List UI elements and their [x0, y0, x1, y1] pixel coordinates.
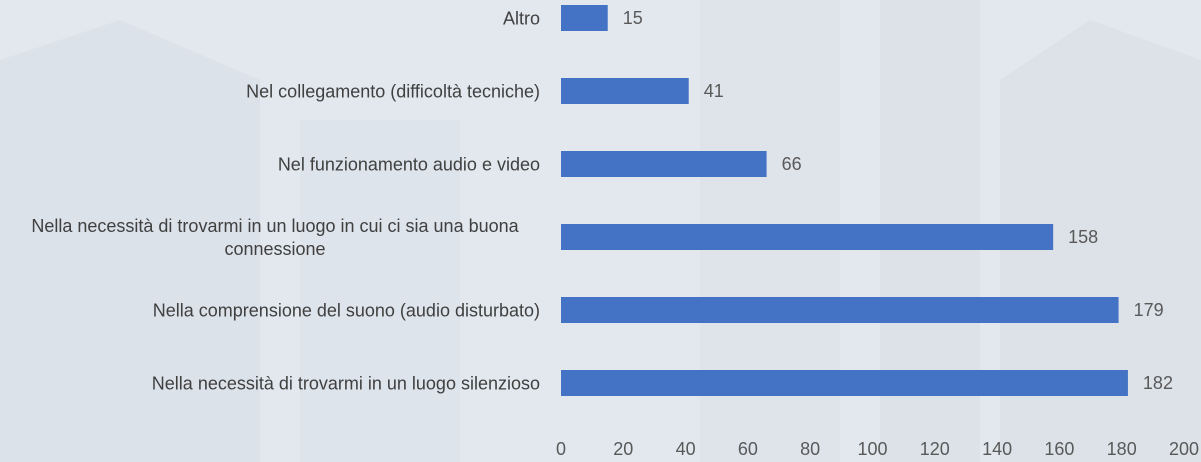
x-tick-label: 60 — [738, 439, 758, 459]
value-label: 66 — [782, 154, 802, 174]
bar — [561, 78, 689, 104]
bar — [561, 5, 608, 31]
value-label: 182 — [1143, 373, 1173, 393]
x-tick-label: 80 — [800, 439, 820, 459]
x-tick-label: 100 — [857, 439, 887, 459]
x-tick-label: 180 — [1107, 439, 1137, 459]
y-tick-label: Nella comprensione del suono (audio dist… — [152, 300, 540, 321]
y-tick-label: Nel collegamento (difficoltà tecniche) — [246, 81, 540, 102]
value-label: 15 — [623, 8, 643, 28]
value-label: 179 — [1134, 300, 1164, 320]
x-tick-label: 120 — [920, 439, 950, 459]
y-tick-label: Nel funzionamento audio e video — [277, 154, 540, 175]
x-tick-label: 0 — [556, 439, 566, 459]
x-tick-label: 160 — [1044, 439, 1074, 459]
bar — [561, 370, 1128, 396]
y-tick-label: Nella necessità di trovarmi in un luogo … — [31, 216, 519, 259]
x-tick-label: 20 — [613, 439, 633, 459]
x-tick-label: 200 — [1169, 439, 1199, 459]
x-tick-label: 40 — [676, 439, 696, 459]
y-tick-label: Altro — [502, 8, 540, 29]
bar — [561, 224, 1054, 250]
value-label: 41 — [704, 81, 724, 101]
bar — [561, 151, 767, 177]
bar — [561, 297, 1119, 323]
x-tick-label: 140 — [982, 439, 1012, 459]
value-label: 158 — [1068, 227, 1098, 247]
y-tick-label: Nella necessità di trovarmi in un luogo … — [151, 373, 540, 394]
